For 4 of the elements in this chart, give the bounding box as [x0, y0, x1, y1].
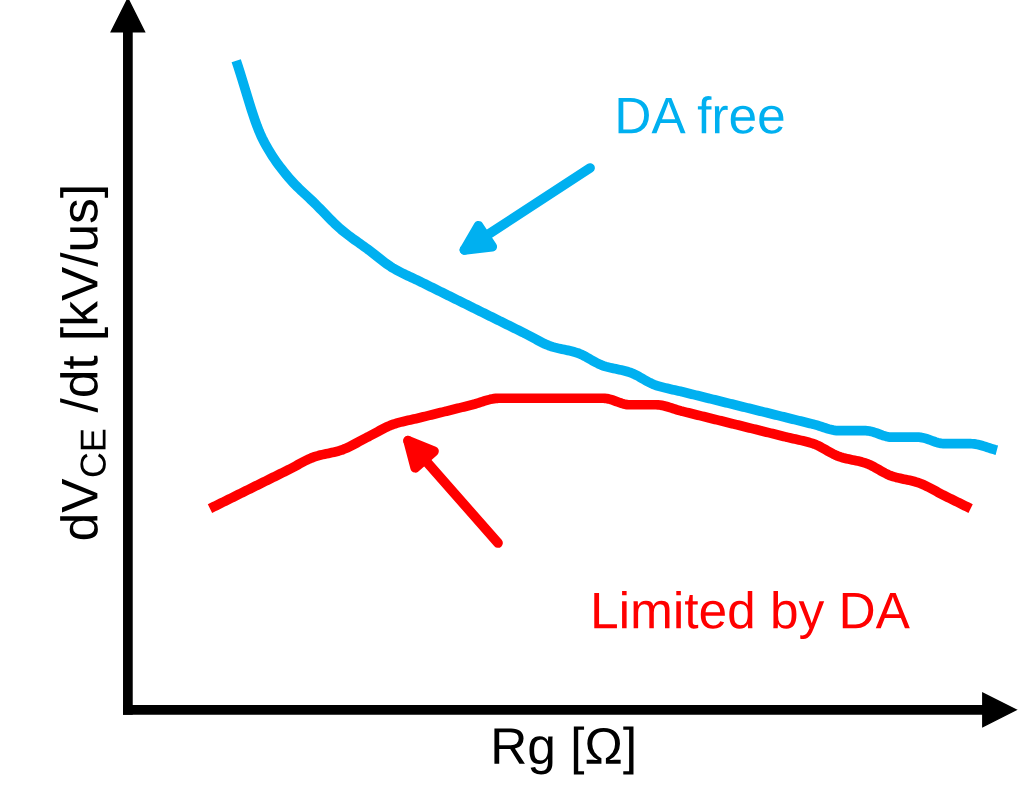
y-axis-title: dV$_{CE}$ /dt [kV/us] — [60, 187, 109, 540]
text: DA free — [618, 96, 784, 134]
series-label: Limited by DA — [594, 591, 910, 639]
x-axis-title: Rg [Ω] — [494, 726, 634, 775]
